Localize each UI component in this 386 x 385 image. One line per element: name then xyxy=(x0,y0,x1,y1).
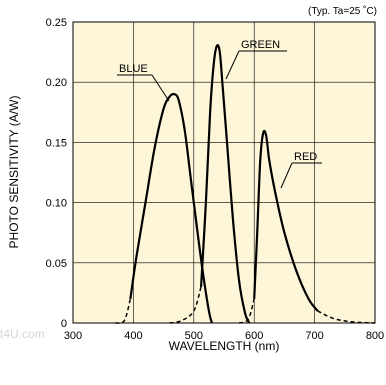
series-label-blue: BLUE xyxy=(117,63,170,102)
y-tick-label: 0.15 xyxy=(46,137,67,149)
series-green xyxy=(169,44,251,324)
plot-area xyxy=(72,21,376,324)
x-axis-title: WAVELENGTH (nm) xyxy=(169,339,280,353)
y-tick-label: 0.25 xyxy=(46,17,67,29)
series-label-blue-text: BLUE xyxy=(119,63,148,75)
series-label-red: RED xyxy=(280,151,322,189)
x-tick-label: 600 xyxy=(245,330,263,342)
x-tick-labels: 300 400 500 600 700 800 xyxy=(64,330,384,342)
series-red xyxy=(238,129,376,324)
series-red-dashed-tail xyxy=(317,310,376,324)
y-tick-label: 0 xyxy=(61,318,67,330)
series-label-blue-leader xyxy=(151,74,170,102)
y-tick-label: 0.05 xyxy=(46,258,67,270)
y-tick-labels: 0 0.05 0.10 0.15 0.20 0.25 xyxy=(46,17,67,330)
y-tick-label: 0.10 xyxy=(46,198,67,210)
series-green-line xyxy=(199,44,251,324)
x-tick-label: 300 xyxy=(64,330,82,342)
x-tick-label: 700 xyxy=(305,330,323,342)
x-tick-label: 800 xyxy=(366,330,384,342)
chart-note: (Typ. Ta=25 ˚C) xyxy=(308,5,377,17)
series-red-line xyxy=(253,129,319,312)
series-label-green-text: GREEN xyxy=(241,39,280,51)
series-blue-dashed-segment xyxy=(115,298,132,324)
series-label-green: GREEN xyxy=(225,39,287,80)
x-tick-label: 500 xyxy=(185,330,203,342)
y-tick-label: 0.20 xyxy=(46,77,67,89)
series-curves xyxy=(115,44,376,324)
x-tick-label: 400 xyxy=(124,330,142,342)
series-label-red-text: RED xyxy=(294,151,317,163)
series-label-red-leader xyxy=(280,162,293,189)
series-red-dashed-segment xyxy=(238,298,255,324)
y-axis-title: PHOTO SENSITIVITY (A/W) xyxy=(7,96,21,249)
series-label-green-leader xyxy=(225,50,240,80)
watermark-text: t4U.com xyxy=(0,327,45,341)
